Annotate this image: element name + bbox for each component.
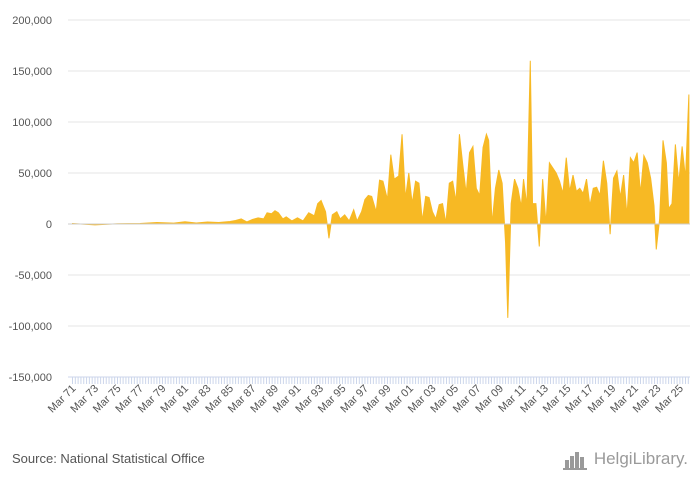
y-tick-label: -50,000 [15,270,52,282]
area-chart: 200,000 150,000 100,000 50,000 0 -50,000 -100,… [9,15,690,415]
series-area [72,60,690,318]
chart-area: 200,000 150,000 100,000 50,000 0 -50,000 -100,… [9,15,690,415]
y-tick-label: -100,000 [9,321,52,333]
helgi-library-logo[interactable]: HelgiLibrary. [562,448,688,470]
footer: Source: National Statistical Office Helg… [0,440,700,483]
y-tick-label: 200,000 [12,15,52,27]
brand-name-part1: Helgi [593,449,633,468]
y-tick-label: 150,000 [12,66,52,78]
y-tick-label: 0 [46,219,52,231]
y-tick-label: 100,000 [12,117,52,129]
y-tick-label: -150,000 [9,372,52,384]
y-tick-label: 50,000 [18,168,52,180]
helgi-library-logo-icon [562,452,587,470]
y-axis-ticks: 200,000 150,000 100,000 50,000 0 -50,000 -100,… [9,15,52,384]
brand-name-part2: Library. [632,449,688,468]
source-note: Source: National Statistical Office [12,451,205,466]
area-layer [68,60,690,318]
